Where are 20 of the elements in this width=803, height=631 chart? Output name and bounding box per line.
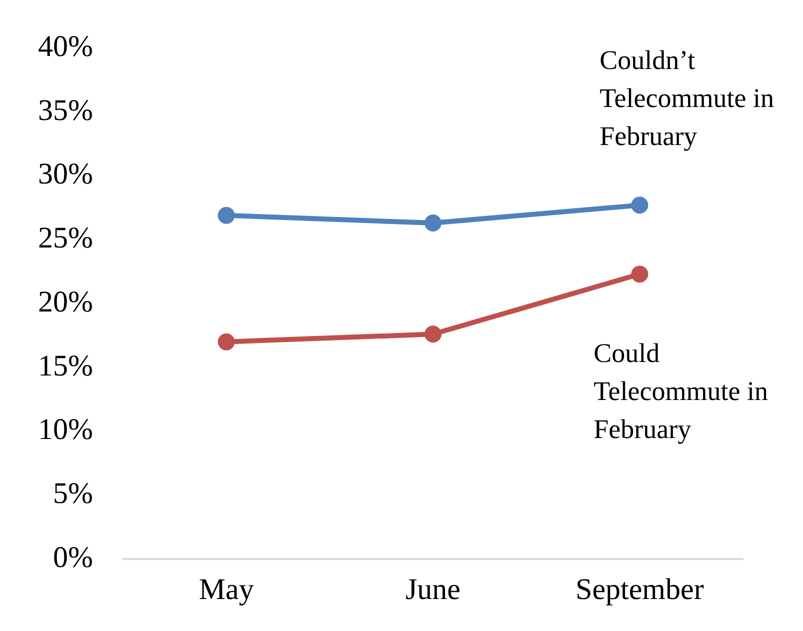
y-tick-label: 5% bbox=[52, 477, 93, 510]
y-tick-label: 40% bbox=[38, 30, 93, 63]
y-tick-label: 20% bbox=[38, 285, 93, 318]
y-tick-label: 10% bbox=[38, 413, 93, 446]
point bbox=[424, 326, 442, 343]
y-tick-label: 30% bbox=[38, 158, 93, 191]
point bbox=[218, 206, 235, 224]
y-tick-label: 35% bbox=[38, 94, 93, 127]
y-tick-label: 0% bbox=[52, 540, 93, 574]
x-tick-label: May bbox=[198, 572, 254, 606]
point bbox=[218, 333, 235, 350]
y-tick-label: 25% bbox=[38, 222, 93, 254]
x-tick-label: September bbox=[576, 572, 704, 606]
point bbox=[424, 214, 442, 232]
point bbox=[631, 196, 648, 214]
x-tick-label: June bbox=[405, 572, 460, 606]
point bbox=[631, 266, 648, 283]
series-label: Could Telecommute in February bbox=[594, 338, 768, 444]
text: Couldn’t Telecommute in February bbox=[600, 45, 774, 152]
y-tick-label: 15% bbox=[38, 349, 93, 382]
